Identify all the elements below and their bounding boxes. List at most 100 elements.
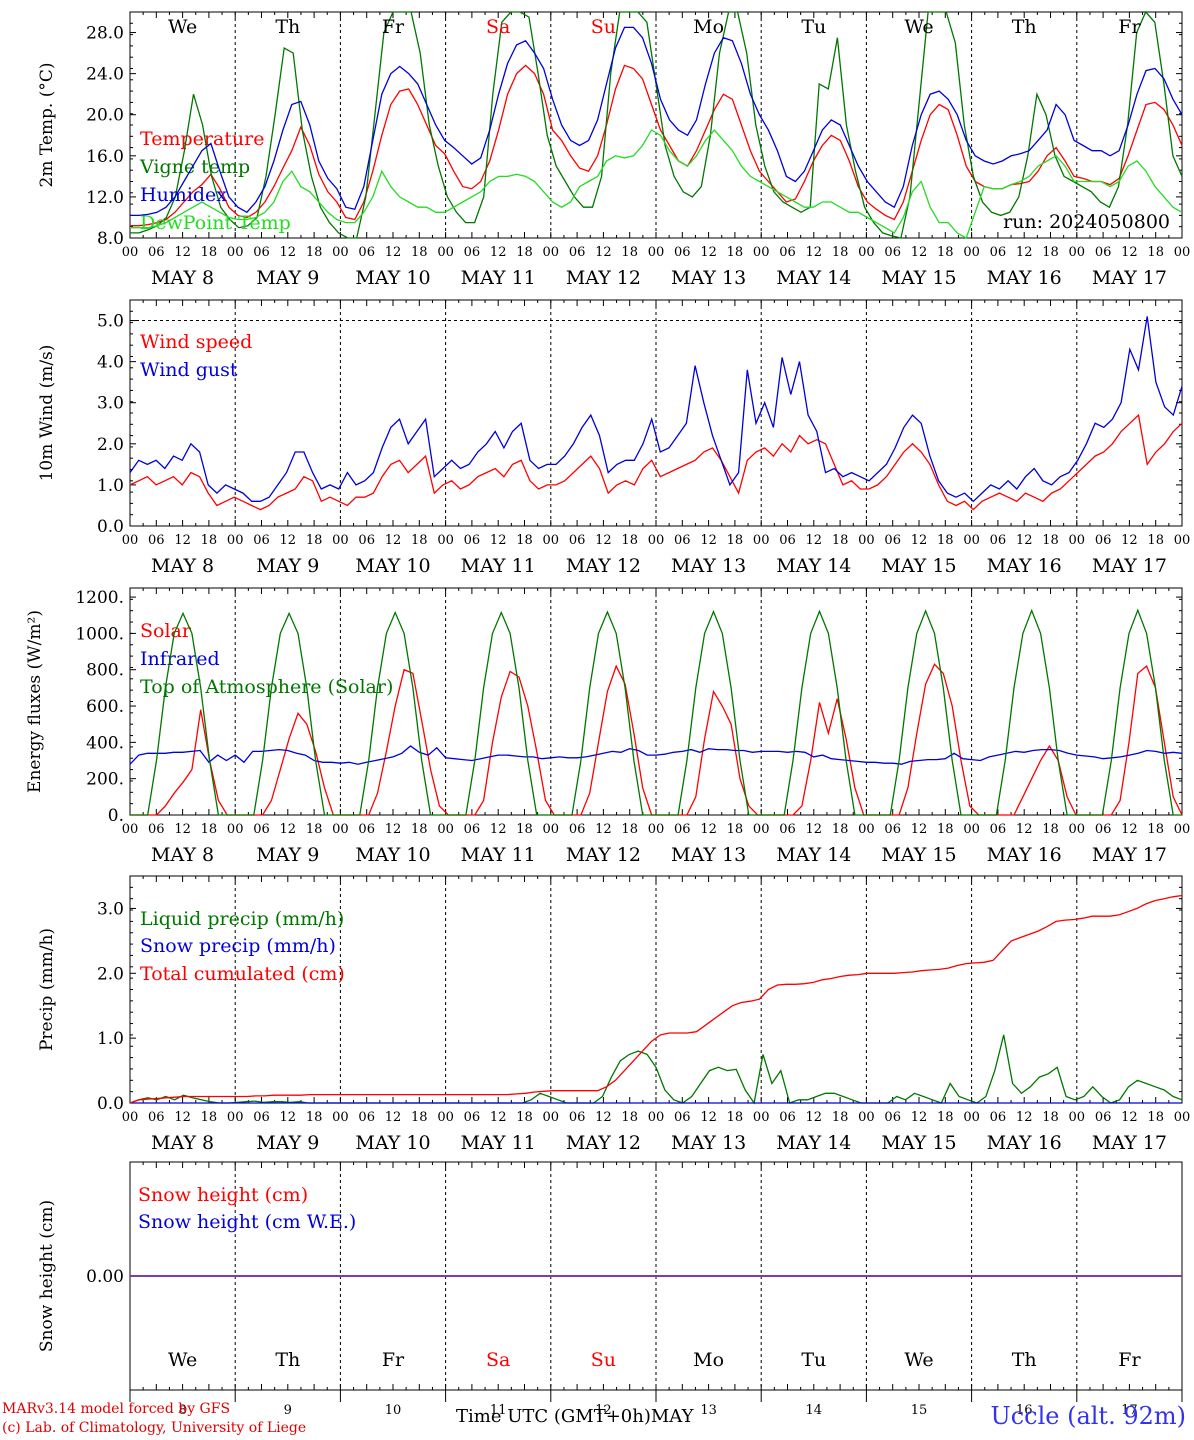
day-number-label: 16 <box>1016 1403 1033 1418</box>
hour-tick-label: 00 <box>753 822 770 837</box>
hour-tick-label: 00 <box>1174 1110 1191 1125</box>
hour-tick-label: 00 <box>858 533 875 548</box>
day-number-label: 11 <box>490 1403 507 1418</box>
date-label: MAY 9 <box>256 267 319 289</box>
station-name: Uccle (alt. 92m) <box>990 1402 1186 1430</box>
hour-tick-label: 00 <box>753 245 770 260</box>
date-label: MAY 13 <box>671 844 746 866</box>
hour-tick-label: 06 <box>990 533 1007 548</box>
date-label: MAY 9 <box>256 555 319 577</box>
weekday-label: Su <box>591 16 616 38</box>
hour-tick-label: 06 <box>1095 245 1112 260</box>
y-tick-label: 2.0 <box>97 964 124 984</box>
hour-tick-label: 18 <box>621 1110 638 1125</box>
hour-tick-label: 00 <box>963 245 980 260</box>
series-line <box>130 608 1182 816</box>
y-tick-label: 28.0 <box>86 24 124 44</box>
hour-tick-label: 12 <box>280 1110 297 1125</box>
weekday-label: Sa <box>486 1349 510 1371</box>
date-label: MAY 17 <box>1092 844 1167 866</box>
hour-tick-label: 18 <box>411 1110 428 1125</box>
weekday-label: Th <box>1012 1349 1037 1371</box>
hour-tick-label: 00 <box>122 533 139 548</box>
date-label: MAY 8 <box>151 844 214 866</box>
hour-tick-label: 12 <box>385 1110 402 1125</box>
hour-tick-label: 00 <box>753 1110 770 1125</box>
date-label: MAY 10 <box>355 844 430 866</box>
series-line <box>129 413 1183 511</box>
hour-tick-label: 00 <box>437 245 454 260</box>
hour-tick-label: 06 <box>148 533 165 548</box>
y-tick-label: 20.0 <box>86 106 124 126</box>
date-label: MAY 14 <box>776 844 851 866</box>
hour-tick-label: 06 <box>990 245 1007 260</box>
hour-tick-label: 00 <box>1069 1110 1086 1125</box>
hour-tick-label: 06 <box>1095 822 1112 837</box>
hour-tick-label: 18 <box>516 533 533 548</box>
y-tick-label: 1.0 <box>97 476 124 496</box>
y-axis-label: Energy fluxes (W/m²) <box>25 610 45 793</box>
series-line <box>129 316 1183 503</box>
weekday-label: Th <box>275 1349 300 1371</box>
date-label: MAY 11 <box>461 844 536 866</box>
hour-tick-label: 12 <box>911 1110 928 1125</box>
date-label: MAY 17 <box>1092 1132 1167 1154</box>
hour-tick-label: 18 <box>727 533 744 548</box>
date-label: MAY 17 <box>1092 267 1167 289</box>
date-label: MAY 8 <box>151 1132 214 1154</box>
legend-label: Temperature <box>140 128 264 150</box>
hour-tick-label: 00 <box>1174 822 1191 837</box>
y-tick-label: 400. <box>86 733 124 753</box>
date-label: MAY 8 <box>151 267 214 289</box>
hour-tick-label: 00 <box>1069 245 1086 260</box>
hour-tick-label: 12 <box>174 1110 191 1125</box>
date-label: MAY 12 <box>566 844 641 866</box>
date-label: MAY 16 <box>987 844 1062 866</box>
hour-tick-label: 06 <box>884 533 901 548</box>
hour-tick-label: 12 <box>911 245 928 260</box>
y-tick-label: 1200. <box>75 588 124 608</box>
panel-3: 0. 200. 400. 600. 800. 1000. 1200. Energy fluxe… <box>25 587 1191 866</box>
hour-tick-label: 18 <box>1147 822 1164 837</box>
hour-tick-label: 06 <box>884 1110 901 1125</box>
hour-tick-label: 06 <box>464 245 481 260</box>
date-label: MAY 10 <box>355 1132 430 1154</box>
date-label: MAY 13 <box>671 555 746 577</box>
hour-tick-label: 06 <box>779 245 796 260</box>
hour-tick-label: 06 <box>464 533 481 548</box>
hour-tick-label: 12 <box>1121 245 1138 260</box>
legend-label: Solar <box>140 620 192 642</box>
date-label: MAY 9 <box>256 844 319 866</box>
hour-tick-label: 18 <box>937 822 954 837</box>
y-axis-label: 10m Wind (m/s) <box>37 345 57 482</box>
series-line <box>130 26 1183 217</box>
weekday-label: Mo <box>693 1349 724 1371</box>
hour-tick-label: 00 <box>332 822 349 837</box>
hour-tick-label: 18 <box>1042 1110 1059 1125</box>
y-tick-label: 0.0 <box>97 1094 124 1114</box>
hour-tick-label: 06 <box>358 822 375 837</box>
legend-label: Snow height (cm) <box>138 1184 308 1206</box>
hour-tick-label: 06 <box>358 533 375 548</box>
date-label: MAY 11 <box>461 267 536 289</box>
hour-tick-label: 06 <box>464 1110 481 1125</box>
run-annotation: run: 2024050800 <box>1003 211 1170 233</box>
hour-tick-label: 06 <box>148 245 165 260</box>
date-label: MAY 11 <box>461 555 536 577</box>
y-tick-label: 3.0 <box>97 394 124 414</box>
hour-tick-label: 06 <box>990 1110 1007 1125</box>
hour-tick-label: 00 <box>858 822 875 837</box>
y-tick-label: 0.0 <box>97 517 124 537</box>
date-label: MAY 16 <box>987 555 1062 577</box>
legend-label: Wind gust <box>140 359 238 381</box>
hour-tick-label: 00 <box>122 822 139 837</box>
hour-tick-label: 12 <box>1016 245 1033 260</box>
y-axis-label: 2m Temp. (°C) <box>37 62 57 187</box>
hour-tick-label: 18 <box>832 533 849 548</box>
day-number-label: 14 <box>806 1403 823 1418</box>
hour-tick-label: 18 <box>516 1110 533 1125</box>
hour-tick-label: 00 <box>332 1110 349 1125</box>
hour-tick-label: 00 <box>648 822 665 837</box>
series-line <box>129 745 1183 765</box>
date-label: MAY 11 <box>461 1132 536 1154</box>
